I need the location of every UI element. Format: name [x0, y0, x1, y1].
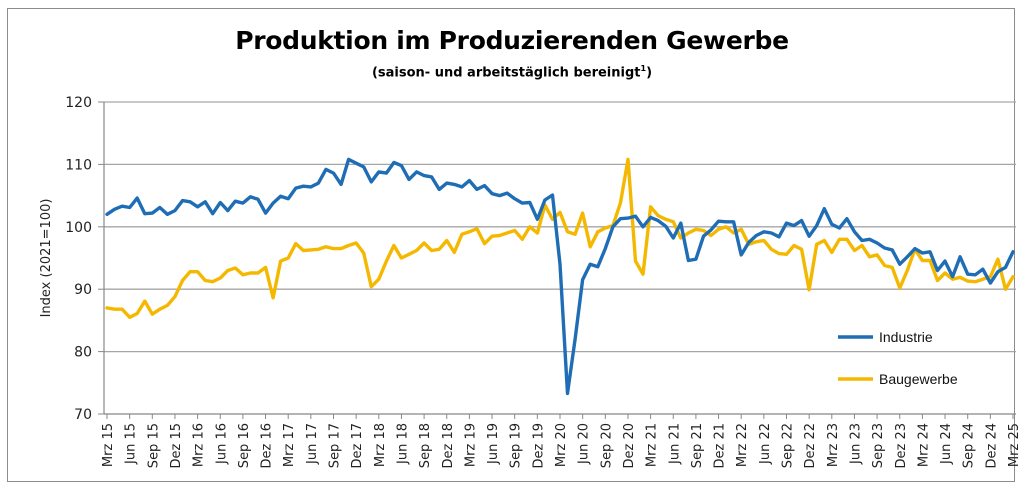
x-tick-label: Mrz 25 — [1007, 423, 1022, 467]
x-tick-label: Jun 22 — [758, 423, 773, 465]
x-tick-label: Dez 15 — [169, 423, 184, 469]
x-tick-label: Dez 22 — [803, 423, 818, 469]
y-tick-label: 80 — [74, 345, 92, 361]
x-tick-label: Dez 18 — [441, 423, 456, 469]
x-tick-label: Jun 21 — [667, 423, 682, 465]
gridlines — [104, 101, 1016, 353]
x-tick-label: Mrz 17 — [282, 423, 297, 467]
legend-label-industrie: Industrie — [879, 329, 933, 345]
series-lines — [105, 157, 1015, 396]
y-tick-label: 90 — [74, 282, 92, 298]
x-tick-label: Sep 23 — [871, 423, 886, 468]
x-axis: Mrz 15 Jun 15 Sep 15 Dez 15 Mrz 16 Jun 16 Sep … — [101, 413, 1022, 469]
chart-subtitle-end: ) — [646, 65, 653, 81]
x-tick-label: Dez 24 — [984, 423, 999, 469]
x-tick-label: Mrz 20 — [554, 423, 569, 467]
legend: Industrie Baugewerbe — [838, 329, 958, 387]
x-tick-label: Sep 22 — [781, 423, 796, 468]
x-tick-label: Jun 20 — [577, 423, 592, 465]
x-tick-label: Sep 24 — [962, 423, 977, 468]
y-tick-label: 100 — [65, 220, 92, 236]
x-tick-label: Dez 17 — [350, 423, 365, 469]
x-tick-label: Dez 20 — [622, 423, 637, 469]
x-tick-label: Jun 24 — [939, 423, 954, 465]
footnote-marker: 1 — [640, 64, 647, 73]
x-tick-label: Sep 17 — [328, 423, 343, 468]
x-tick-label: Jun 16 — [214, 423, 229, 465]
x-tick-label: Mrz 23 — [826, 423, 841, 467]
x-tick-label: Dez 19 — [531, 423, 546, 469]
x-tick-label: Jun 18 — [395, 423, 410, 465]
x-tick-label: Jun 19 — [486, 423, 501, 465]
x-tick-label: Mrz 24 — [916, 423, 931, 467]
x-tick-label: Sep 18 — [418, 423, 433, 468]
x-tick-label: Sep 20 — [599, 423, 614, 468]
series-line-industrie — [105, 157, 1015, 396]
chart-title: Produktion im Produzierenden Gewerbe — [235, 26, 789, 55]
x-tick-label: Mrz 22 — [735, 423, 750, 467]
y-tick-label: 70 — [74, 407, 92, 423]
x-tick-label: Mrz 15 — [101, 423, 116, 467]
x-tick-label: Sep 19 — [509, 423, 524, 468]
x-tick-label: Sep 15 — [146, 423, 161, 468]
series-line-baugewerbe — [105, 157, 1015, 319]
x-tick-label: Jun 15 — [124, 423, 139, 465]
x-tick-label: Jun 17 — [305, 423, 320, 465]
x-tick-label: Dez 23 — [894, 423, 909, 469]
y-axis: 70 80 90 100 110 120 — [65, 95, 105, 423]
chart-subtitle-text: (saison- und arbeitstäglich bereinigt — [371, 65, 641, 81]
y-axis-label: Index (2021=100) — [39, 199, 54, 318]
x-tick-label: Dez 21 — [713, 423, 728, 469]
x-tick-label: Jun 23 — [848, 423, 863, 465]
chart-subtitle: (saison- und arbeitstäglich bereinigt1) — [0, 64, 1024, 80]
chart-frame — [7, 8, 1015, 482]
x-tick-label: Sep 21 — [690, 423, 705, 468]
x-tick-label: Dez 16 — [260, 423, 275, 469]
x-tick-label: Mrz 21 — [645, 423, 660, 467]
legend-label-baugewerbe: Baugewerbe — [879, 371, 958, 387]
x-tick-label: Sep 16 — [237, 423, 252, 468]
y-tick-label: 110 — [65, 157, 92, 173]
x-tick-label: Mrz 19 — [463, 423, 478, 467]
x-tick-label: Mrz 18 — [373, 423, 388, 467]
x-tick-label: Mrz 16 — [192, 423, 207, 467]
y-tick-label: 120 — [65, 95, 92, 111]
